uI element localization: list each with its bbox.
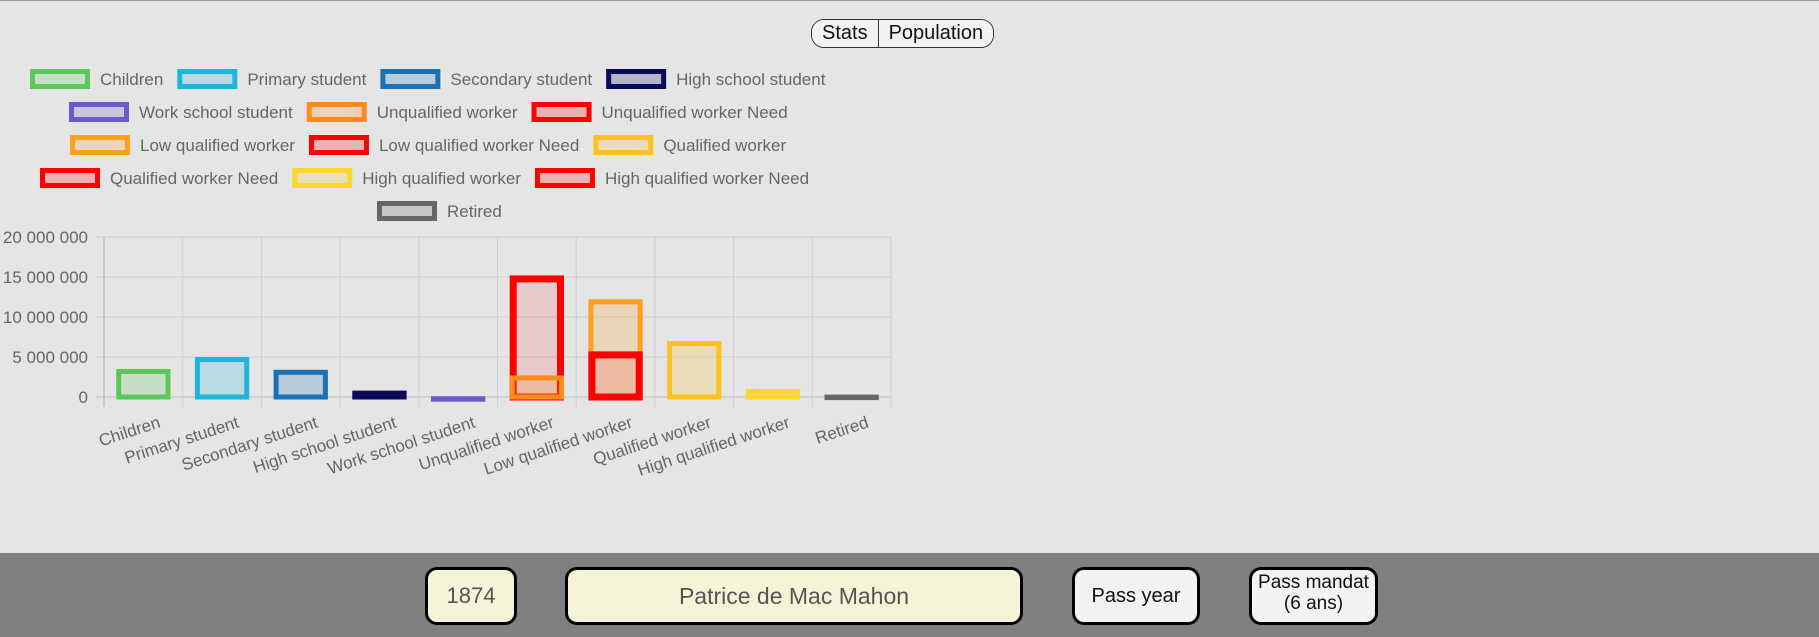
bar-work-school-student — [430, 396, 486, 402]
legend-item-secondary-student-label: Secondary student — [450, 70, 592, 89]
top-rule — [0, 0, 1819, 1]
pass-mandat-button[interactable]: Pass mandat (6 ans) — [1249, 567, 1378, 625]
y-tick-label: 5 000 000 — [12, 348, 88, 367]
population-bar-chart: Children Primary student Secondary student… — [3, 69, 892, 480]
bar-high-qualified-worker — [745, 389, 801, 400]
bar-unqualified-worker — [509, 375, 565, 400]
bar-retired — [824, 394, 879, 401]
legend-item-low-qualified-worker-need-swatch — [308, 135, 369, 155]
legend-item-low-qualified-worker[interactable]: Low qualified worker — [70, 135, 296, 155]
legend-item-unqualified-worker-swatch — [306, 102, 367, 122]
legend-item-qualified-worker-swatch — [593, 135, 654, 155]
legend-item-primary-student-swatch — [177, 69, 238, 89]
y-tick-label: 10 000 000 — [3, 308, 88, 327]
legend-item-unqualified-worker[interactable]: Unqualified worker — [306, 102, 518, 122]
leader-name-display: Patrice de Mac Mahon — [565, 567, 1023, 625]
legend-item-work-school-student-swatch — [69, 102, 129, 122]
legend-item-low-qualified-worker-label: Low qualified worker — [140, 136, 295, 155]
legend-item-low-qualified-worker-need-label: Low qualified worker Need — [379, 136, 579, 155]
legend-item-high-qualified-worker-need-label: High qualified worker Need — [605, 169, 809, 188]
legend-item-unqualified-worker-need-label: Unqualified worker Need — [602, 103, 788, 122]
legend-item-children[interactable]: Children — [30, 69, 164, 89]
legend-item-high-qualified-worker-label: High qualified worker — [362, 169, 521, 188]
bar-secondary-student — [273, 369, 328, 400]
bar-primary-student — [194, 357, 250, 400]
legend-item-qualified-worker-need[interactable]: Qualified worker Need — [40, 168, 279, 188]
legend-item-high-school-student-label: High school student — [676, 70, 826, 89]
legend-item-work-school-student[interactable]: Work school student — [69, 102, 293, 122]
legend-item-high-school-student[interactable]: High school student — [606, 69, 826, 89]
legend-item-work-school-student-label: Work school student — [139, 103, 293, 122]
legend-item-primary-student-label: Primary student — [247, 70, 366, 89]
x-tick-label-retired: Retired — [813, 413, 871, 448]
legend-item-qualified-worker[interactable]: Qualified worker — [593, 135, 787, 155]
legend-item-unqualified-worker-label: Unqualified worker — [377, 103, 518, 122]
view-tabs: Stats Population — [811, 19, 995, 48]
legend-item-high-qualified-worker[interactable]: High qualified worker — [292, 168, 522, 188]
tab-stats[interactable]: Stats — [812, 20, 878, 47]
bar-high-school-student — [352, 390, 407, 400]
legend-item-low-qualified-worker-swatch — [70, 135, 130, 155]
pass-year-button[interactable]: Pass year — [1072, 567, 1200, 625]
tab-population[interactable]: Population — [877, 20, 994, 47]
legend-item-unqualified-worker-need[interactable]: Unqualified worker Need — [531, 102, 788, 122]
legend-item-primary-student[interactable]: Primary student — [177, 69, 367, 89]
legend-item-unqualified-worker-need-swatch — [531, 102, 592, 122]
footer-bar: 1874 Patrice de Mac Mahon Pass year Pass… — [0, 553, 1819, 637]
legend-item-secondary-student-swatch — [380, 69, 441, 89]
legend-item-qualified-worker-label: Qualified worker — [663, 136, 786, 155]
legend-item-retired-swatch — [377, 201, 437, 221]
legend-item-high-qualified-worker-need-swatch — [534, 168, 595, 188]
legend-item-qualified-worker-need-label: Qualified worker Need — [110, 169, 278, 188]
year-display: 1874 — [425, 567, 517, 625]
y-tick-label: 0 — [79, 388, 88, 407]
legend-item-high-school-student-swatch — [606, 69, 667, 89]
y-tick-label: 15 000 000 — [3, 268, 88, 287]
legend-item-high-qualified-worker-need[interactable]: High qualified worker Need — [534, 168, 809, 188]
legend-item-children-swatch — [30, 69, 90, 89]
legend-item-secondary-student[interactable]: Secondary student — [380, 69, 593, 89]
legend-item-retired[interactable]: Retired — [377, 201, 502, 221]
y-tick-label: 20 000 000 — [3, 228, 88, 247]
chart-axes: 0 5 000 000 10 000 000 15 000 000 20 000 000… — [3, 228, 871, 480]
legend-item-high-qualified-worker-swatch — [292, 168, 353, 188]
legend-item-retired-label: Retired — [447, 202, 502, 221]
bar-children — [116, 369, 171, 400]
legend-item-low-qualified-worker-need[interactable]: Low qualified worker Need — [308, 135, 579, 155]
chart-legend: Children Primary student Secondary student… — [30, 69, 826, 221]
bar-low-qualified-worker-need — [588, 351, 643, 401]
bar-qualified-worker — [667, 341, 722, 400]
legend-item-qualified-worker-need-swatch — [40, 168, 100, 188]
chart-bars — [116, 275, 879, 402]
legend-item-children-label: Children — [100, 70, 163, 89]
